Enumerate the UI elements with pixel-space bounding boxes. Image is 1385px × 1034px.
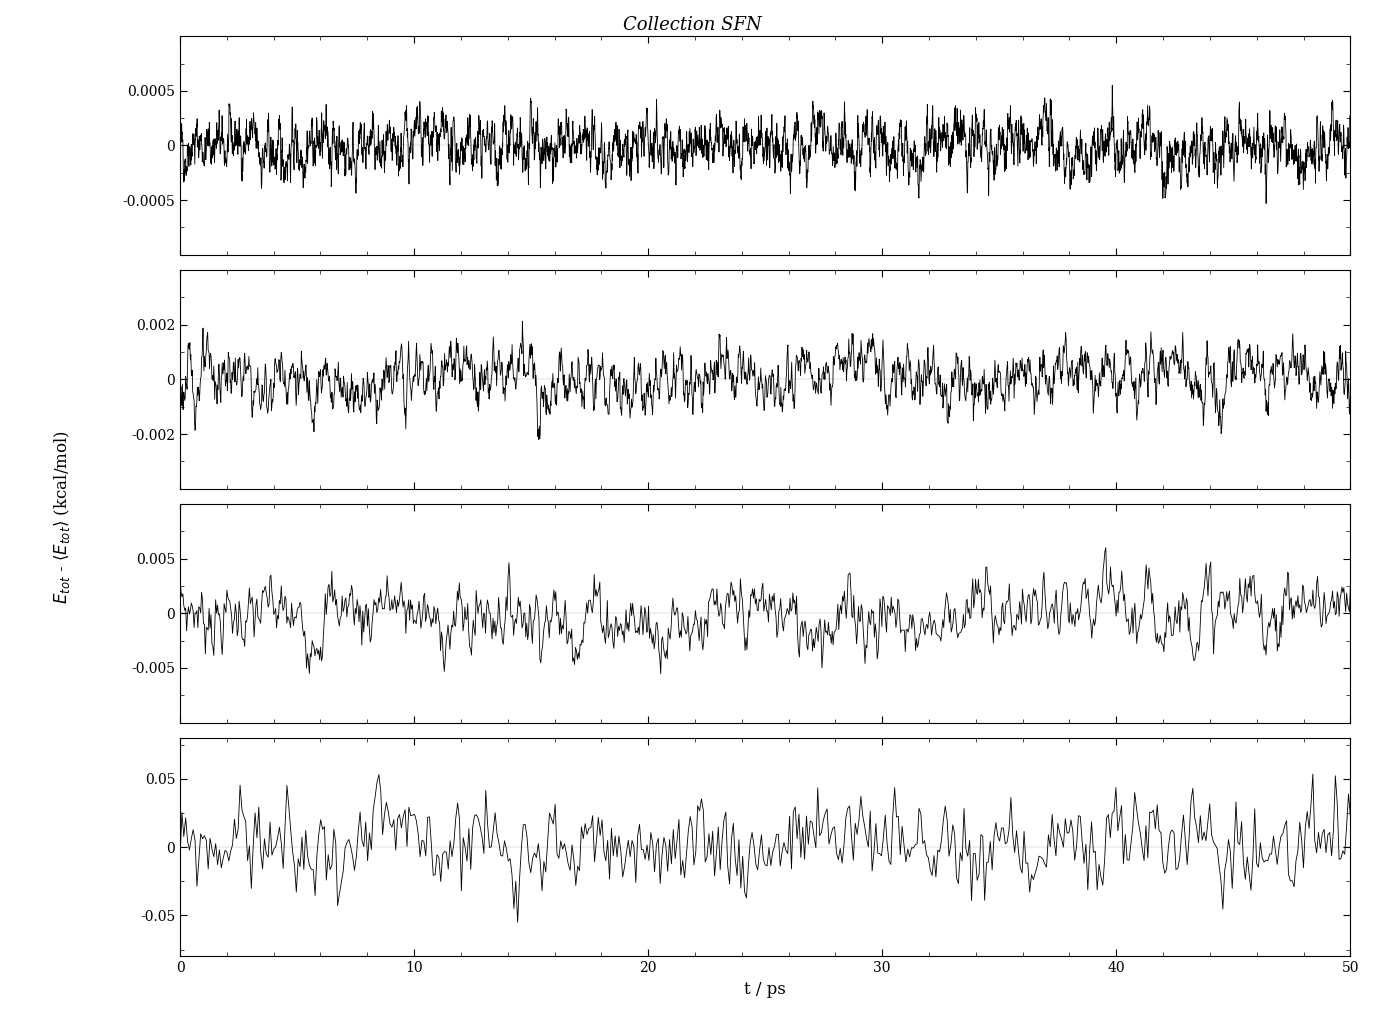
X-axis label: t / ps: t / ps [744,981,787,998]
Text: $E_{tot}$ - $\langle E_{tot} \rangle$ (kcal/mol): $E_{tot}$ - $\langle E_{tot} \rangle$ (k… [53,430,72,604]
Text: Collection SFN: Collection SFN [623,16,762,33]
